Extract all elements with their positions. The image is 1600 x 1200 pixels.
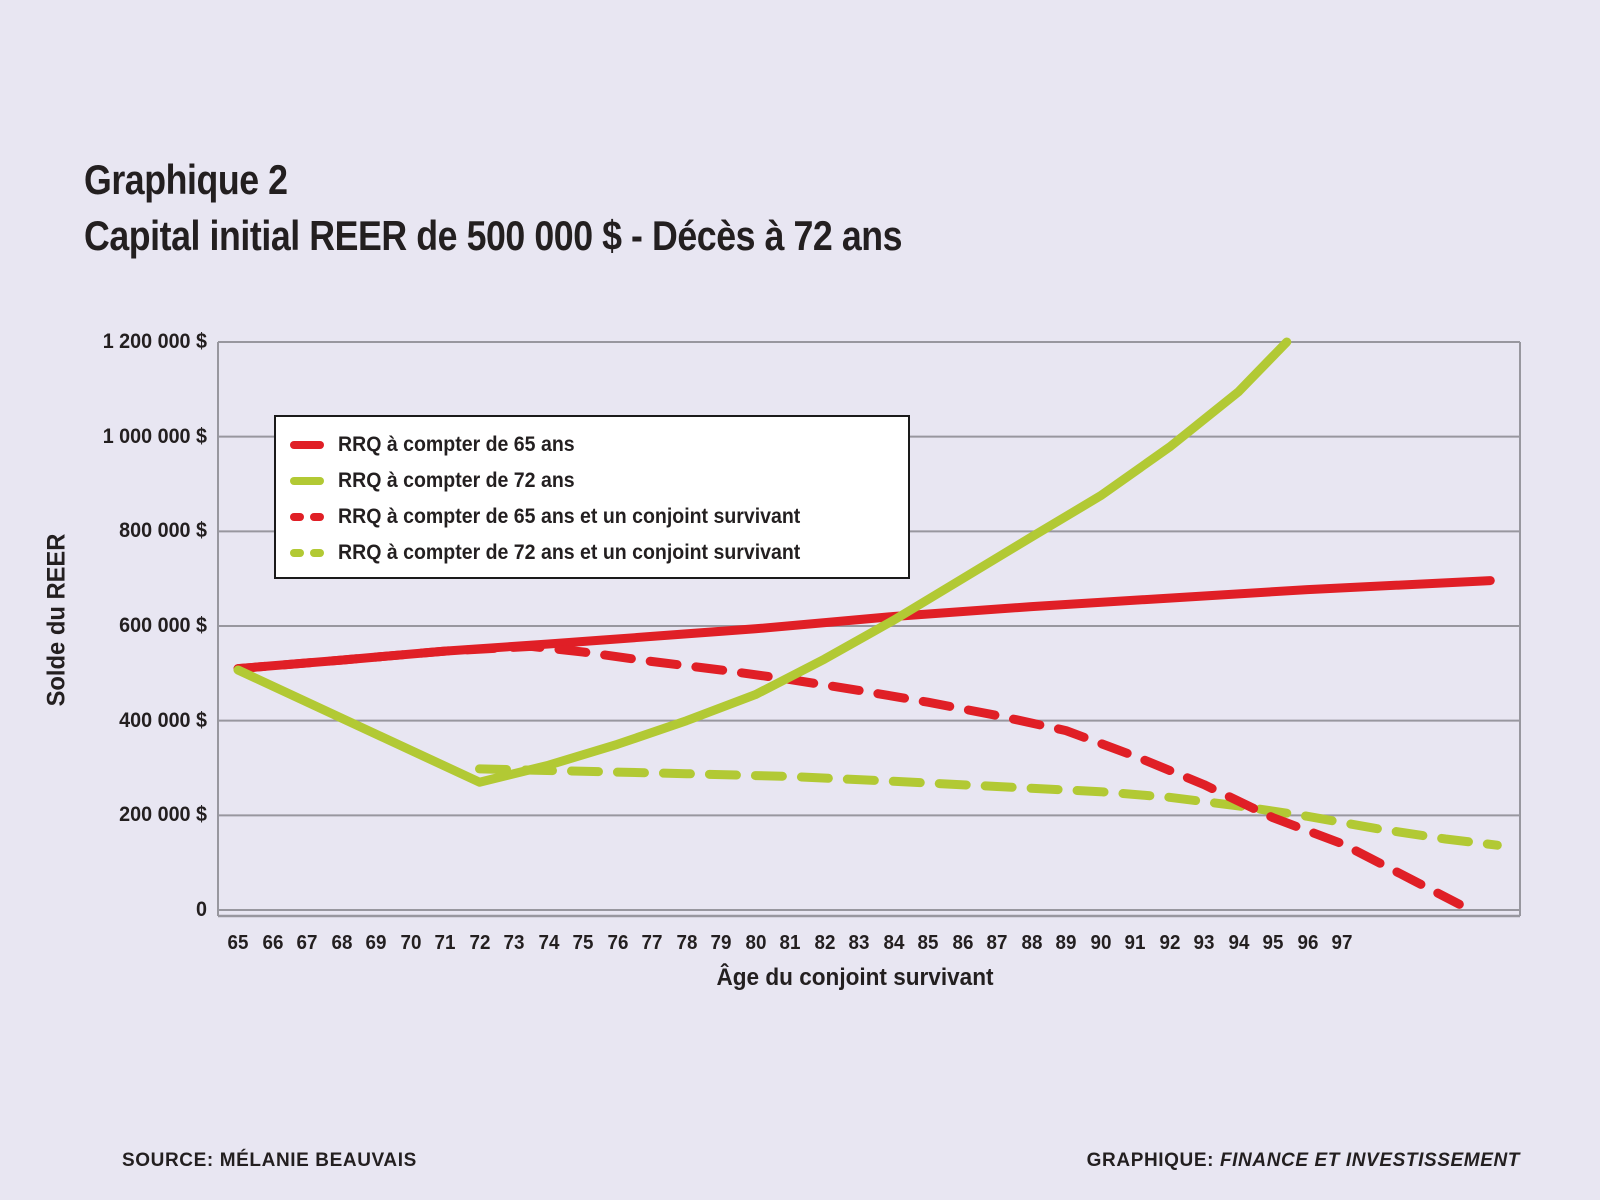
x-tick-label-75: 75: [572, 932, 594, 954]
x-tick-label-97: 97: [1331, 932, 1353, 954]
swatch-bar: [290, 513, 304, 521]
x-tick-label-82: 82: [814, 932, 835, 954]
dashed-line-swatch-icon: [290, 549, 324, 557]
swatch-bar: [310, 549, 324, 557]
x-tick-label-73: 73: [503, 932, 525, 954]
x-tick-label-66: 66: [262, 932, 283, 954]
x-tick-label-77: 77: [641, 932, 663, 954]
x-tick-label-67: 67: [296, 932, 318, 954]
series-line-rrq-compter-de-65-ans: [233, 576, 1495, 674]
swatch-bar: [290, 549, 304, 557]
source-value: MÉLANIE BEAUVAIS: [219, 1150, 417, 1171]
legend-row-2: RRQ à compter de 65 ans et un conjoint s…: [290, 499, 908, 535]
x-tick-label-76: 76: [607, 932, 628, 954]
legend-rows: RRQ à compter de 65 ans RRQ à compter de …: [290, 427, 908, 571]
legend: RRQ à compter de 65 ans RRQ à compter de …: [274, 415, 910, 579]
x-axis-title: Âge du conjoint survivant: [716, 964, 994, 991]
x-tick-label-95: 95: [1262, 932, 1284, 954]
y-tick-label-1200000: 1 200 000 $: [102, 330, 207, 353]
x-tick-label-96: 96: [1297, 932, 1318, 954]
x-tick-label-91: 91: [1124, 932, 1146, 954]
graphic-credit: GRAPHIQUE: FINANCE ET INVESTISSEMENT: [1087, 1150, 1520, 1172]
chart-title: Graphique 2 Capital initial REER de 500 …: [84, 152, 903, 264]
legend-row-3: RRQ à compter de 72 ans et un conjoint s…: [290, 535, 908, 571]
x-tick-label-89: 89: [1055, 932, 1077, 954]
source-label: SOURCE:: [122, 1150, 214, 1171]
swatch-bar: [310, 513, 324, 521]
x-tick-label-86: 86: [952, 932, 973, 954]
swatch-bar: [290, 477, 324, 485]
legend-label: RRQ à compter de 72 ans: [338, 469, 575, 492]
x-tick-label-88: 88: [1021, 932, 1042, 954]
x-tick-label-71: 71: [434, 932, 456, 954]
series-line-rrq-compter-de-65-ans-et-un-conjoint-survivant: [233, 641, 1464, 909]
x-tick-label-93: 93: [1193, 932, 1215, 954]
x-tick-label-94: 94: [1228, 932, 1249, 954]
legend-label: RRQ à compter de 65 ans et un conjoint s…: [338, 505, 801, 528]
solid-line-swatch-icon: [290, 441, 324, 449]
series-line-rrq-compter-de-72-ans: [233, 337, 1292, 787]
swatch-bar: [290, 441, 324, 449]
x-tick-label-69: 69: [365, 932, 387, 954]
x-tick-label-70: 70: [400, 932, 421, 954]
y-tick-label-600000: 600 000 $: [119, 614, 207, 637]
x-tick-label-83: 83: [848, 932, 870, 954]
y-tick-label-1000000: 1 000 000 $: [102, 424, 207, 448]
credit-label: GRAPHIQUE:: [1086, 1150, 1215, 1171]
y-tick-label-0: 0: [196, 898, 207, 921]
x-tick-label-85: 85: [917, 932, 939, 954]
x-tick-label-74: 74: [538, 932, 559, 954]
y-tick-label-800000: 800 000 $: [119, 519, 207, 543]
legend-label: RRQ à compter de 65 ans: [338, 433, 575, 456]
legend-label: RRQ à compter de 72 ans et un conjoint s…: [338, 541, 801, 564]
x-tick-label-87: 87: [986, 932, 1008, 954]
x-tick-label-84: 84: [883, 932, 904, 954]
series-line-rrq-compter-de-72-ans-et-un-conjoint-survivant: [475, 764, 1502, 850]
chart-title-line1: Graphique 2: [84, 156, 288, 203]
x-tick-label-68: 68: [331, 932, 352, 954]
legend-row-0: RRQ à compter de 65 ans: [290, 427, 908, 463]
x-tick-label-80: 80: [745, 932, 766, 954]
x-tick-label-72: 72: [469, 932, 490, 954]
solid-line-swatch-icon: [290, 477, 324, 485]
chart-title-line2: Capital initial REER de 500 000 $ - Décè…: [84, 212, 903, 259]
x-tick-label-81: 81: [779, 932, 801, 954]
y-tick-label-200000: 200 000 $: [119, 803, 207, 827]
x-tick-label-78: 78: [676, 932, 697, 954]
source-credit: SOURCE: MÉLANIE BEAUVAIS: [122, 1150, 417, 1172]
x-tick-label-92: 92: [1159, 932, 1180, 954]
y-tick-label-400000: 400 000 $: [119, 708, 207, 732]
legend-row-1: RRQ à compter de 72 ans: [290, 463, 908, 499]
x-tick-label-79: 79: [710, 932, 732, 954]
credit-value: FINANCE ET INVESTISSEMENT: [1219, 1150, 1520, 1171]
x-tick-label-65: 65: [227, 932, 249, 954]
x-tick-label-90: 90: [1090, 932, 1111, 954]
dashed-line-swatch-icon: [290, 513, 324, 521]
